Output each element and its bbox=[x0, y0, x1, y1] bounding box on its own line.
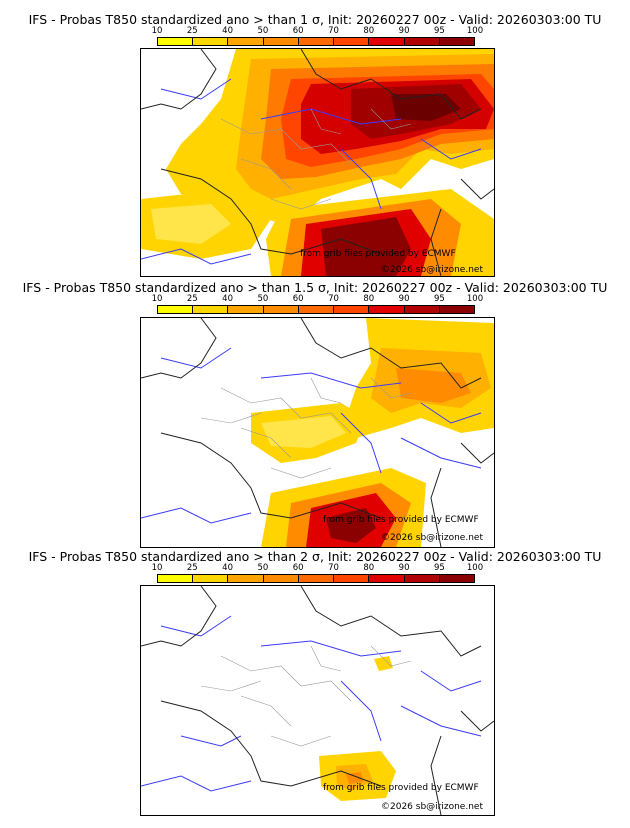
color-scale-cell bbox=[368, 306, 404, 313]
color-scale-cell bbox=[333, 306, 369, 313]
color-scale-cell bbox=[297, 575, 334, 582]
color-scale-cell bbox=[158, 306, 193, 313]
panel-title: IFS - Probas T850 standardized ano > tha… bbox=[22, 280, 608, 295]
map-panel-2: IFS - Probas T850 standardized ano > tha… bbox=[0, 280, 630, 550]
probability-map bbox=[140, 585, 495, 816]
legend-tick: 90 bbox=[398, 26, 410, 36]
color-scale-cell bbox=[438, 38, 474, 45]
credit-source: from grib files provided by ECMWF bbox=[323, 783, 479, 793]
legend-tick: 90 bbox=[398, 563, 410, 573]
legend-tick: 25 bbox=[186, 563, 198, 573]
legend-tick: 10 bbox=[151, 294, 163, 304]
legend-tick: 70 bbox=[328, 294, 339, 304]
color-scale-cell bbox=[403, 306, 439, 313]
legend-tick: 95 bbox=[433, 294, 445, 304]
color-scale-cell bbox=[227, 38, 263, 45]
legend-tick: 70 bbox=[328, 563, 339, 573]
color-scale-bar bbox=[157, 574, 475, 583]
legend-ticks: 10 25 40 50 60 70 80 90 95 100 bbox=[152, 26, 484, 36]
color-scale-cell bbox=[158, 38, 193, 45]
legend-tick: 80 bbox=[363, 26, 375, 36]
panel-title: IFS - Probas T850 standardized ano > tha… bbox=[28, 12, 602, 27]
legend-tick: 40 bbox=[222, 26, 234, 36]
legend-tick: 50 bbox=[257, 26, 269, 36]
color-scale-cell bbox=[227, 306, 263, 313]
color-scale-cell bbox=[368, 575, 404, 582]
legend-tick: 25 bbox=[186, 26, 198, 36]
legend-ticks: 10 25 40 50 60 70 80 90 95 100 bbox=[152, 563, 484, 573]
legend-tick: 90 bbox=[398, 294, 410, 304]
color-scale-cell bbox=[262, 38, 298, 45]
panel-title: IFS - Probas T850 standardized ano > tha… bbox=[28, 549, 602, 564]
probability-map bbox=[140, 317, 495, 548]
legend-ticks: 10 25 40 50 60 70 80 90 95 100 bbox=[152, 294, 484, 304]
color-scale-cell bbox=[297, 306, 334, 313]
legend-tick: 40 bbox=[222, 563, 234, 573]
color-scale-cell bbox=[333, 38, 369, 45]
legend-tick: 95 bbox=[433, 563, 445, 573]
color-scale-cell bbox=[368, 38, 404, 45]
credit-copyright: ©2026 sb@irizone.net bbox=[381, 265, 483, 275]
color-scale-bar bbox=[157, 305, 475, 314]
legend-tick: 50 bbox=[257, 294, 269, 304]
legend-tick: 25 bbox=[186, 294, 198, 304]
color-scale-cell bbox=[158, 575, 193, 582]
color-scale-cell bbox=[192, 38, 228, 45]
legend-tick: 80 bbox=[363, 563, 375, 573]
legend-tick: 50 bbox=[257, 563, 269, 573]
color-scale-cell bbox=[192, 306, 228, 313]
color-scale-cell bbox=[227, 575, 263, 582]
legend-tick: 40 bbox=[222, 294, 234, 304]
probability-map bbox=[140, 48, 495, 277]
color-scale-cell bbox=[403, 575, 439, 582]
legend-tick: 70 bbox=[328, 26, 339, 36]
color-scale-cell bbox=[262, 575, 298, 582]
credit-copyright: ©2026 sb@irizone.net bbox=[381, 802, 483, 812]
legend-tick: 60 bbox=[292, 563, 304, 573]
map-panel-1: IFS - Probas T850 standardized ano > tha… bbox=[0, 12, 630, 282]
legend-tick: 95 bbox=[433, 26, 445, 36]
credit-source: from grib files provided by ECMWF bbox=[323, 515, 479, 525]
color-scale-cell bbox=[438, 306, 474, 313]
color-scale-cell bbox=[403, 38, 439, 45]
legend-tick: 10 bbox=[151, 563, 163, 573]
credit-copyright: ©2026 sb@irizone.net bbox=[381, 533, 483, 543]
legend-tick: 100 bbox=[466, 563, 484, 573]
color-scale-cell bbox=[297, 38, 334, 45]
legend-tick: 60 bbox=[292, 26, 304, 36]
legend-tick: 100 bbox=[466, 26, 484, 36]
credit-source: from grib files provided by ECMWF bbox=[300, 249, 456, 259]
color-scale-cell bbox=[333, 575, 369, 582]
legend-tick: 10 bbox=[151, 26, 163, 36]
legend-tick: 60 bbox=[292, 294, 304, 304]
color-scale-cell bbox=[262, 306, 298, 313]
map-panel-3: IFS - Probas T850 standardized ano > tha… bbox=[0, 549, 630, 819]
color-scale-cell bbox=[192, 575, 228, 582]
legend-tick: 80 bbox=[363, 294, 375, 304]
color-scale-cell bbox=[438, 575, 474, 582]
color-scale-bar bbox=[157, 37, 475, 46]
legend-tick: 100 bbox=[466, 294, 484, 304]
